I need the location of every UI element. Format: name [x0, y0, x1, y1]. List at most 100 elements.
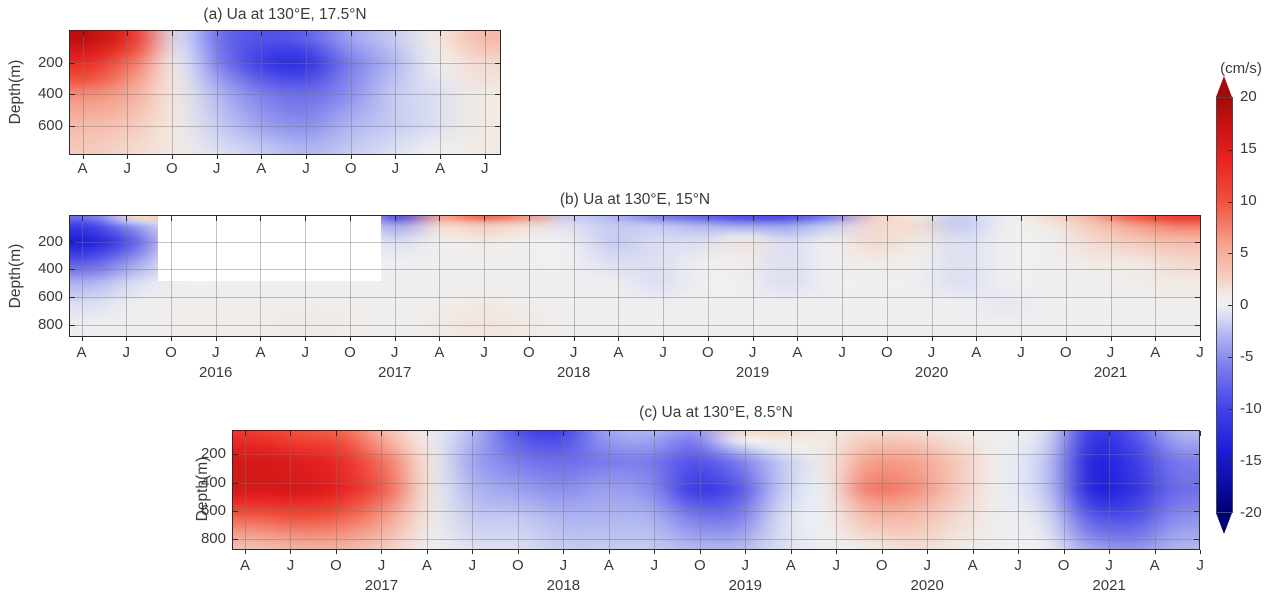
- tick-mark: [1109, 550, 1111, 554]
- x-tick-label: O: [693, 557, 706, 574]
- x-tick-label: O: [702, 344, 714, 361]
- x-tick-label: J: [832, 557, 840, 574]
- x-tick-label: O: [330, 557, 342, 574]
- tick-mark: [82, 155, 84, 159]
- colorbar-tick-label: 5: [1240, 244, 1249, 261]
- tick-mark: [350, 155, 352, 159]
- tick-mark: [528, 337, 530, 341]
- tick-mark: [349, 337, 351, 341]
- tick-mark: [797, 337, 799, 341]
- x-tick-label: J: [923, 557, 931, 574]
- year-label: 2021: [1093, 364, 1128, 381]
- tick-mark: [573, 337, 575, 341]
- x-tick-label: J: [481, 160, 489, 177]
- tick-mark: [216, 155, 218, 159]
- x-tick-label: A: [603, 557, 614, 574]
- tick-mark: [881, 550, 883, 554]
- x-tick-label: J: [480, 344, 488, 361]
- tick-mark: [1155, 337, 1157, 341]
- tick-mark: [306, 155, 307, 159]
- x-tick-label: O: [165, 344, 177, 361]
- x-tick-label: O: [512, 557, 524, 574]
- x-tick-label: A: [435, 160, 446, 177]
- tick-mark: [484, 337, 486, 341]
- tick-mark: [618, 337, 620, 341]
- x-tick-label: J: [1196, 557, 1204, 574]
- tick-mark: [245, 550, 246, 554]
- x-tick-label: O: [880, 344, 893, 361]
- x-tick-label: J: [650, 557, 659, 574]
- x-tick-label: A: [239, 557, 251, 574]
- tick-mark: [1154, 550, 1156, 554]
- tick-mark: [1018, 550, 1020, 554]
- tick-mark: [699, 550, 701, 554]
- x-tick-label: J: [302, 160, 310, 177]
- tick-mark: [976, 337, 978, 341]
- year-label: 2018: [556, 364, 591, 381]
- colorbar-tick-label: -15: [1240, 452, 1262, 469]
- x-tick-label: J: [559, 557, 568, 574]
- x-tick-label: O: [166, 160, 178, 177]
- year-label: 2021: [1092, 577, 1126, 594]
- tick-mark: [1200, 550, 1202, 554]
- colorbar-tick-label: 10: [1240, 192, 1257, 209]
- tick-mark: [1200, 431, 1202, 436]
- panel-a-title: (a) Ua at 130°E, 17.5°N: [203, 6, 367, 23]
- depth-tick-label: 400: [37, 260, 63, 278]
- tick-mark: [484, 155, 486, 159]
- tick-mark: [260, 337, 262, 341]
- x-tick-label: A: [785, 557, 796, 574]
- x-tick-label: J: [748, 344, 757, 361]
- x-tick-label: J: [1014, 557, 1022, 574]
- x-tick-label: A: [434, 344, 445, 361]
- x-tick-label: A: [255, 344, 266, 361]
- year-label: 2017: [377, 364, 412, 381]
- x-tick-label: A: [77, 160, 88, 177]
- colorbar-tick-mark: [1228, 408, 1232, 410]
- x-tick-label: J: [377, 557, 386, 574]
- x-tick-label: A: [613, 344, 624, 361]
- depth-tick-label: 600: [37, 288, 63, 306]
- colorbar-tick-label: -10: [1240, 400, 1262, 417]
- x-tick-label: A: [256, 160, 267, 177]
- colorbar-tick-mark: [1228, 460, 1232, 462]
- tick-mark: [472, 550, 474, 554]
- year-label: 2017: [364, 577, 399, 594]
- x-tick-label: A: [792, 344, 803, 361]
- tick-mark: [654, 550, 656, 554]
- colorbar-tick-label: -5: [1240, 348, 1254, 365]
- year-label: 2020: [914, 364, 949, 381]
- tick-mark: [563, 550, 565, 554]
- tick-mark: [394, 337, 396, 341]
- tick-mark: [395, 155, 397, 159]
- panel-b-title: (b) Ua at 130°E, 15°N: [559, 191, 711, 208]
- colorbar-tick-label: 0: [1240, 296, 1249, 313]
- colorbar-tick-mark: [1228, 356, 1232, 358]
- colorbar-tick-label: 20: [1240, 88, 1257, 105]
- x-tick-label: A: [1150, 344, 1161, 361]
- colorbar-bottom-arrow: [1216, 513, 1232, 534]
- tick-mark: [1021, 337, 1023, 341]
- x-tick-label: J: [123, 160, 131, 177]
- tick-mark: [790, 550, 792, 554]
- tick-mark: [663, 337, 665, 341]
- tick-mark: [171, 155, 173, 159]
- depth-tick-label: 800: [37, 315, 63, 333]
- x-tick-label: O: [523, 344, 535, 361]
- tick-mark: [931, 337, 933, 341]
- colorbar-tick-mark: [1228, 305, 1232, 306]
- tick-mark: [972, 550, 974, 554]
- x-tick-label: A: [1149, 557, 1160, 574]
- x-tick-label: J: [838, 344, 846, 361]
- tick-mark: [335, 550, 337, 554]
- x-tick-label: J: [212, 160, 221, 177]
- x-tick-label: O: [344, 344, 356, 361]
- x-tick-label: J: [741, 557, 750, 574]
- tick-mark: [170, 337, 172, 341]
- x-tick-label: J: [122, 344, 130, 361]
- panel-c-heatmap-canvas: [233, 431, 1199, 549]
- tick-mark: [440, 155, 442, 159]
- year-label: 2016: [199, 364, 233, 381]
- x-tick-label: J: [1105, 557, 1113, 574]
- x-tick-label: O: [344, 160, 357, 177]
